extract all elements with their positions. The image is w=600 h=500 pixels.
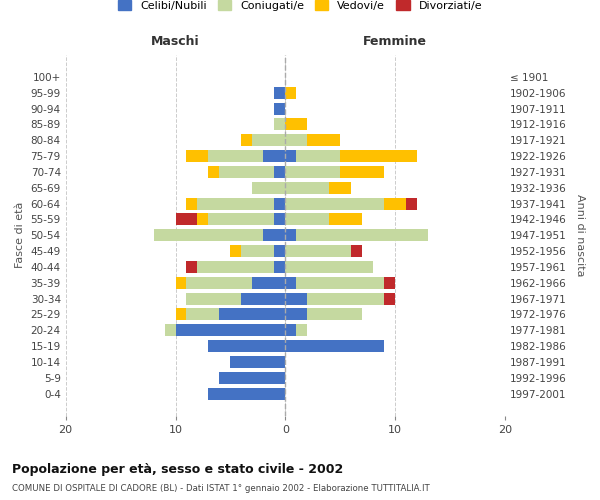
Bar [274,198,286,209]
Bar [220,308,286,320]
Bar [296,230,428,241]
Bar [286,230,296,241]
Bar [286,292,307,304]
Bar [241,245,274,257]
Bar [176,214,197,226]
Bar [286,87,296,99]
Bar [274,87,286,99]
Bar [197,214,208,226]
Bar [197,198,274,209]
Bar [176,308,187,320]
Text: COMUNE DI OSPITALE DI CADORE (BL) - Dati ISTAT 1° gennaio 2002 - Elaborazione TU: COMUNE DI OSPITALE DI CADORE (BL) - Dati… [12,484,430,493]
Bar [253,277,286,288]
Bar [286,214,329,226]
Bar [286,340,384,352]
Bar [187,308,220,320]
Bar [187,292,241,304]
Bar [253,134,286,146]
Bar [329,214,362,226]
Legend: Celibi/Nubili, Coniugati/e, Vedovi/e, Divorziati/e: Celibi/Nubili, Coniugati/e, Vedovi/e, Di… [113,0,487,15]
Bar [187,150,208,162]
Bar [384,277,395,288]
Bar [274,102,286,115]
Bar [263,230,286,241]
Bar [230,356,286,368]
Bar [164,324,176,336]
Bar [384,292,395,304]
Bar [187,261,197,273]
Bar [263,150,286,162]
Bar [154,230,263,241]
Bar [286,118,307,130]
Bar [253,182,286,194]
Bar [274,214,286,226]
Bar [340,150,417,162]
Y-axis label: Fasce di età: Fasce di età [15,202,25,268]
Bar [286,198,384,209]
Text: Femmine: Femmine [363,36,427,49]
Bar [187,198,197,209]
Bar [187,277,253,288]
Bar [307,308,362,320]
Bar [220,166,274,178]
Bar [274,118,286,130]
Bar [220,372,286,384]
Bar [274,245,286,257]
Bar [296,277,384,288]
Bar [176,277,187,288]
Bar [307,292,384,304]
Bar [286,245,351,257]
Y-axis label: Anni di nascita: Anni di nascita [575,194,585,276]
Bar [274,261,286,273]
Bar [307,134,340,146]
Bar [329,182,351,194]
Bar [296,324,307,336]
Bar [208,388,286,400]
Bar [208,150,263,162]
Text: Popolazione per età, sesso e stato civile - 2002: Popolazione per età, sesso e stato civil… [12,462,343,475]
Bar [296,150,340,162]
Bar [208,166,220,178]
Bar [286,182,329,194]
Bar [286,277,296,288]
Bar [286,150,296,162]
Bar [351,245,362,257]
Bar [286,261,373,273]
Bar [208,214,274,226]
Bar [286,166,340,178]
Bar [176,324,286,336]
Bar [340,166,384,178]
Bar [197,261,274,273]
Bar [384,198,406,209]
Bar [241,134,253,146]
Bar [241,292,286,304]
Bar [230,245,241,257]
Bar [286,134,307,146]
Bar [286,324,296,336]
Bar [286,308,307,320]
Bar [406,198,417,209]
Bar [208,340,286,352]
Text: Maschi: Maschi [151,36,200,49]
Bar [274,166,286,178]
